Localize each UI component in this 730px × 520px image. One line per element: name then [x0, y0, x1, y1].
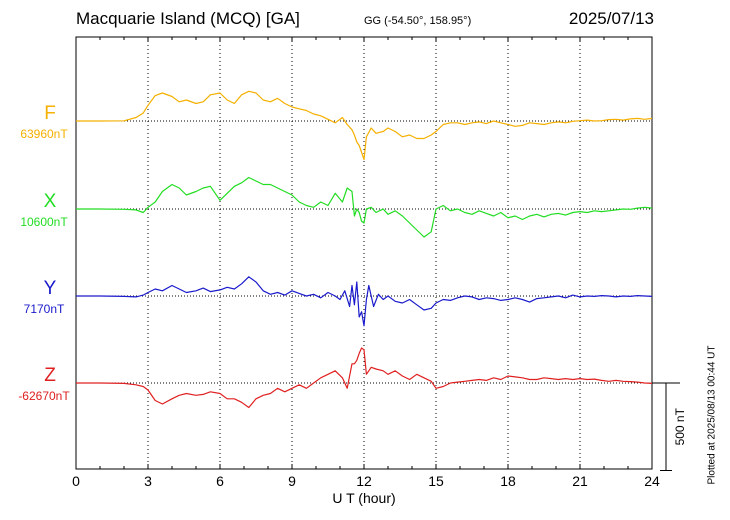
coordinates-label: GG (-54.50°, 158.95°) [364, 15, 472, 27]
baseline-value-y: 7170nT [24, 302, 65, 316]
series-line-x [76, 176, 653, 238]
component-label-z: Z [44, 365, 56, 386]
x-tick-label: 0 [72, 473, 80, 489]
x-tick-label: 3 [144, 473, 152, 489]
component-label-y: Y [44, 278, 57, 299]
series-line-y [76, 276, 653, 327]
baseline-value-z: -62670nT [18, 389, 70, 403]
scale-bar-label: 500 nT [673, 407, 687, 445]
component-label-x: X [44, 191, 57, 212]
x-tick-label: 9 [288, 473, 296, 489]
x-tick-label: 21 [572, 473, 588, 489]
x-tick-label: 12 [356, 473, 372, 489]
series-line-f [76, 90, 653, 161]
date-label: 2025/07/13 [568, 9, 654, 28]
x-tick-label: 15 [428, 473, 444, 489]
station-title: Macquarie Island (MCQ) [GA] [76, 9, 300, 28]
component-label-f: F [44, 103, 56, 124]
x-tick-label: 6 [216, 473, 224, 489]
x-axis-label: U T (hour) [332, 490, 395, 506]
x-tick-label: 24 [644, 473, 660, 489]
baseline-value-x: 10600nT [20, 215, 68, 229]
x-tick-label: 18 [500, 473, 516, 489]
series-line-z [76, 347, 653, 409]
baseline-value-f: 63960nT [20, 127, 68, 141]
